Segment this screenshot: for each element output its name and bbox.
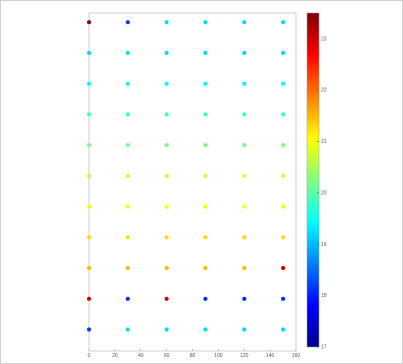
x-tick-label: 60 xyxy=(164,353,170,359)
data-point xyxy=(86,265,92,271)
data-point xyxy=(164,173,169,178)
data-point xyxy=(164,265,169,271)
x-tick-label: 120 xyxy=(240,353,249,359)
data-point xyxy=(164,112,169,117)
data-point xyxy=(281,173,286,178)
data-point xyxy=(203,296,208,301)
data-point xyxy=(242,235,247,240)
data-point xyxy=(242,50,247,56)
colorbar-tick-label: 22 xyxy=(321,88,327,94)
data-point xyxy=(281,327,286,332)
data-point xyxy=(281,296,286,301)
data-point xyxy=(125,235,130,240)
data-point xyxy=(164,20,169,25)
data-point xyxy=(164,81,169,86)
data-point xyxy=(86,327,92,332)
data-point xyxy=(242,204,247,209)
data-point xyxy=(125,112,130,117)
data-point xyxy=(242,143,247,148)
data-point xyxy=(281,20,286,25)
data-point xyxy=(86,112,92,117)
x-tick-label: 80 xyxy=(190,353,196,359)
data-point xyxy=(164,296,169,301)
data-point xyxy=(203,50,208,56)
points-layer xyxy=(86,20,286,332)
data-point xyxy=(281,81,286,86)
data-point xyxy=(125,265,130,271)
data-point xyxy=(281,265,286,271)
colorbar xyxy=(306,12,320,348)
data-point xyxy=(125,143,130,148)
data-point xyxy=(86,81,92,86)
data-point xyxy=(203,20,208,25)
data-point xyxy=(164,143,169,148)
colorbar-ticks: 17 18 19 20 21 22 23 xyxy=(317,36,327,351)
colorbar-tick-label: 18 xyxy=(321,293,327,299)
data-point xyxy=(203,204,208,209)
data-point xyxy=(86,50,92,56)
data-point xyxy=(125,327,130,332)
x-tick-label: 160 xyxy=(292,353,301,359)
x-axis: 0 20 40 60 80 100 120 140 160 xyxy=(88,349,301,359)
data-point xyxy=(281,50,286,56)
colorbar-tick-label: 20 xyxy=(321,190,327,196)
x-tick-label: 40 xyxy=(138,353,144,359)
data-point xyxy=(281,204,286,209)
data-point xyxy=(125,81,130,86)
colorbar-tick-label: 17 xyxy=(321,345,327,351)
data-point xyxy=(125,296,130,301)
data-point xyxy=(242,173,247,178)
colorbar-tick-label: 23 xyxy=(321,36,327,42)
data-point xyxy=(281,143,286,148)
data-point xyxy=(203,235,208,240)
x-tick-label: 140 xyxy=(266,353,275,359)
data-point xyxy=(242,112,247,117)
data-point xyxy=(125,173,130,178)
data-point xyxy=(242,327,247,332)
x-tick-label: 0 xyxy=(88,353,91,359)
data-point xyxy=(125,20,130,25)
colorbar-tick-label: 21 xyxy=(321,139,327,145)
data-point xyxy=(86,20,92,25)
plot-area xyxy=(88,12,297,352)
data-point xyxy=(281,112,286,117)
data-point xyxy=(242,20,247,25)
data-point xyxy=(125,204,130,209)
data-point xyxy=(86,235,92,240)
data-point xyxy=(203,112,208,117)
data-point xyxy=(164,50,169,56)
data-point xyxy=(86,173,92,178)
data-point xyxy=(164,235,169,240)
data-point xyxy=(203,327,208,332)
data-point xyxy=(203,173,208,178)
colorbar-tick-label: 19 xyxy=(321,242,327,248)
x-tick-label: 20 xyxy=(112,353,118,359)
data-point xyxy=(86,204,92,209)
data-point xyxy=(203,143,208,148)
data-point xyxy=(203,81,208,86)
data-point xyxy=(125,50,130,56)
data-point xyxy=(164,327,169,332)
data-point xyxy=(281,235,286,240)
x-tick-label: 100 xyxy=(214,353,223,359)
data-point xyxy=(164,204,169,209)
data-point xyxy=(242,296,247,301)
data-point xyxy=(86,143,92,148)
data-point xyxy=(242,265,247,271)
data-point xyxy=(242,81,247,86)
data-point xyxy=(203,265,208,271)
data-point xyxy=(86,296,92,301)
